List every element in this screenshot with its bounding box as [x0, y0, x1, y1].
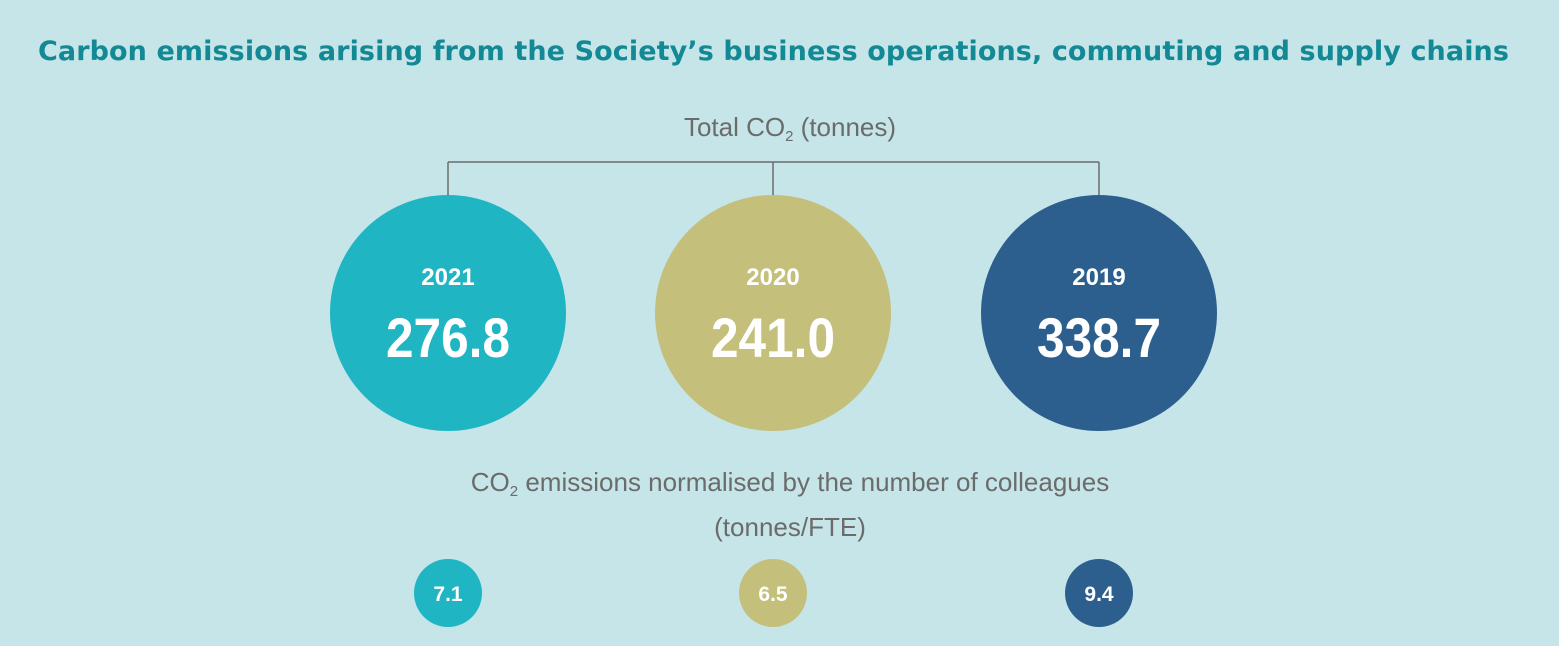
normalised-unit: (tonnes/FTE) — [714, 512, 866, 542]
bubble-2019: 2019 338.7 — [981, 195, 1217, 431]
normalised-value-label-2021: 7.1 — [433, 583, 463, 606]
chart-title: Carbon emissions arising from the Societ… — [37, 36, 1510, 67]
small-bubble-2020: 6.5 — [739, 559, 807, 627]
bubble-circle-2019 — [981, 195, 1217, 431]
bubble-2020: 2020 241.0 — [655, 195, 891, 431]
small-bubble-circle-2019 — [1065, 559, 1133, 627]
bubble-2021: 2021 276.8 — [330, 195, 566, 431]
bubble-circle-2020 — [655, 195, 891, 431]
total-co2-bubbles: 2021 276.8 2020 241.0 2019 338.7 — [330, 195, 1217, 431]
normalised-label: CO2 emissions normalised by the number o… — [470, 467, 1110, 500]
small-bubble-2019: 9.4 — [1065, 559, 1133, 627]
normalised-value-label-2020: 6.5 — [758, 583, 788, 606]
year-label-2020: 2020 — [746, 264, 799, 291]
normalised-value-label-2019: 9.4 — [1084, 583, 1114, 606]
small-bubble-circle-2020 — [739, 559, 807, 627]
total-value-label-2021: 276.8 — [386, 306, 510, 369]
year-label-2021: 2021 — [421, 264, 474, 291]
small-bubble-2021: 7.1 — [414, 559, 482, 627]
normalised-bubbles: 7.1 6.5 9.4 — [414, 559, 1133, 627]
bubble-circle-2021 — [330, 195, 566, 431]
total-value-label-2019: 338.7 — [1037, 306, 1161, 369]
total-value-label-2020: 241.0 — [711, 306, 835, 369]
connector-lines — [447, 161, 1100, 196]
year-label-2019: 2019 — [1072, 264, 1125, 291]
total-co2-label: Total CO2 (tonnes) — [683, 112, 897, 145]
small-bubble-circle-2021 — [414, 559, 482, 627]
